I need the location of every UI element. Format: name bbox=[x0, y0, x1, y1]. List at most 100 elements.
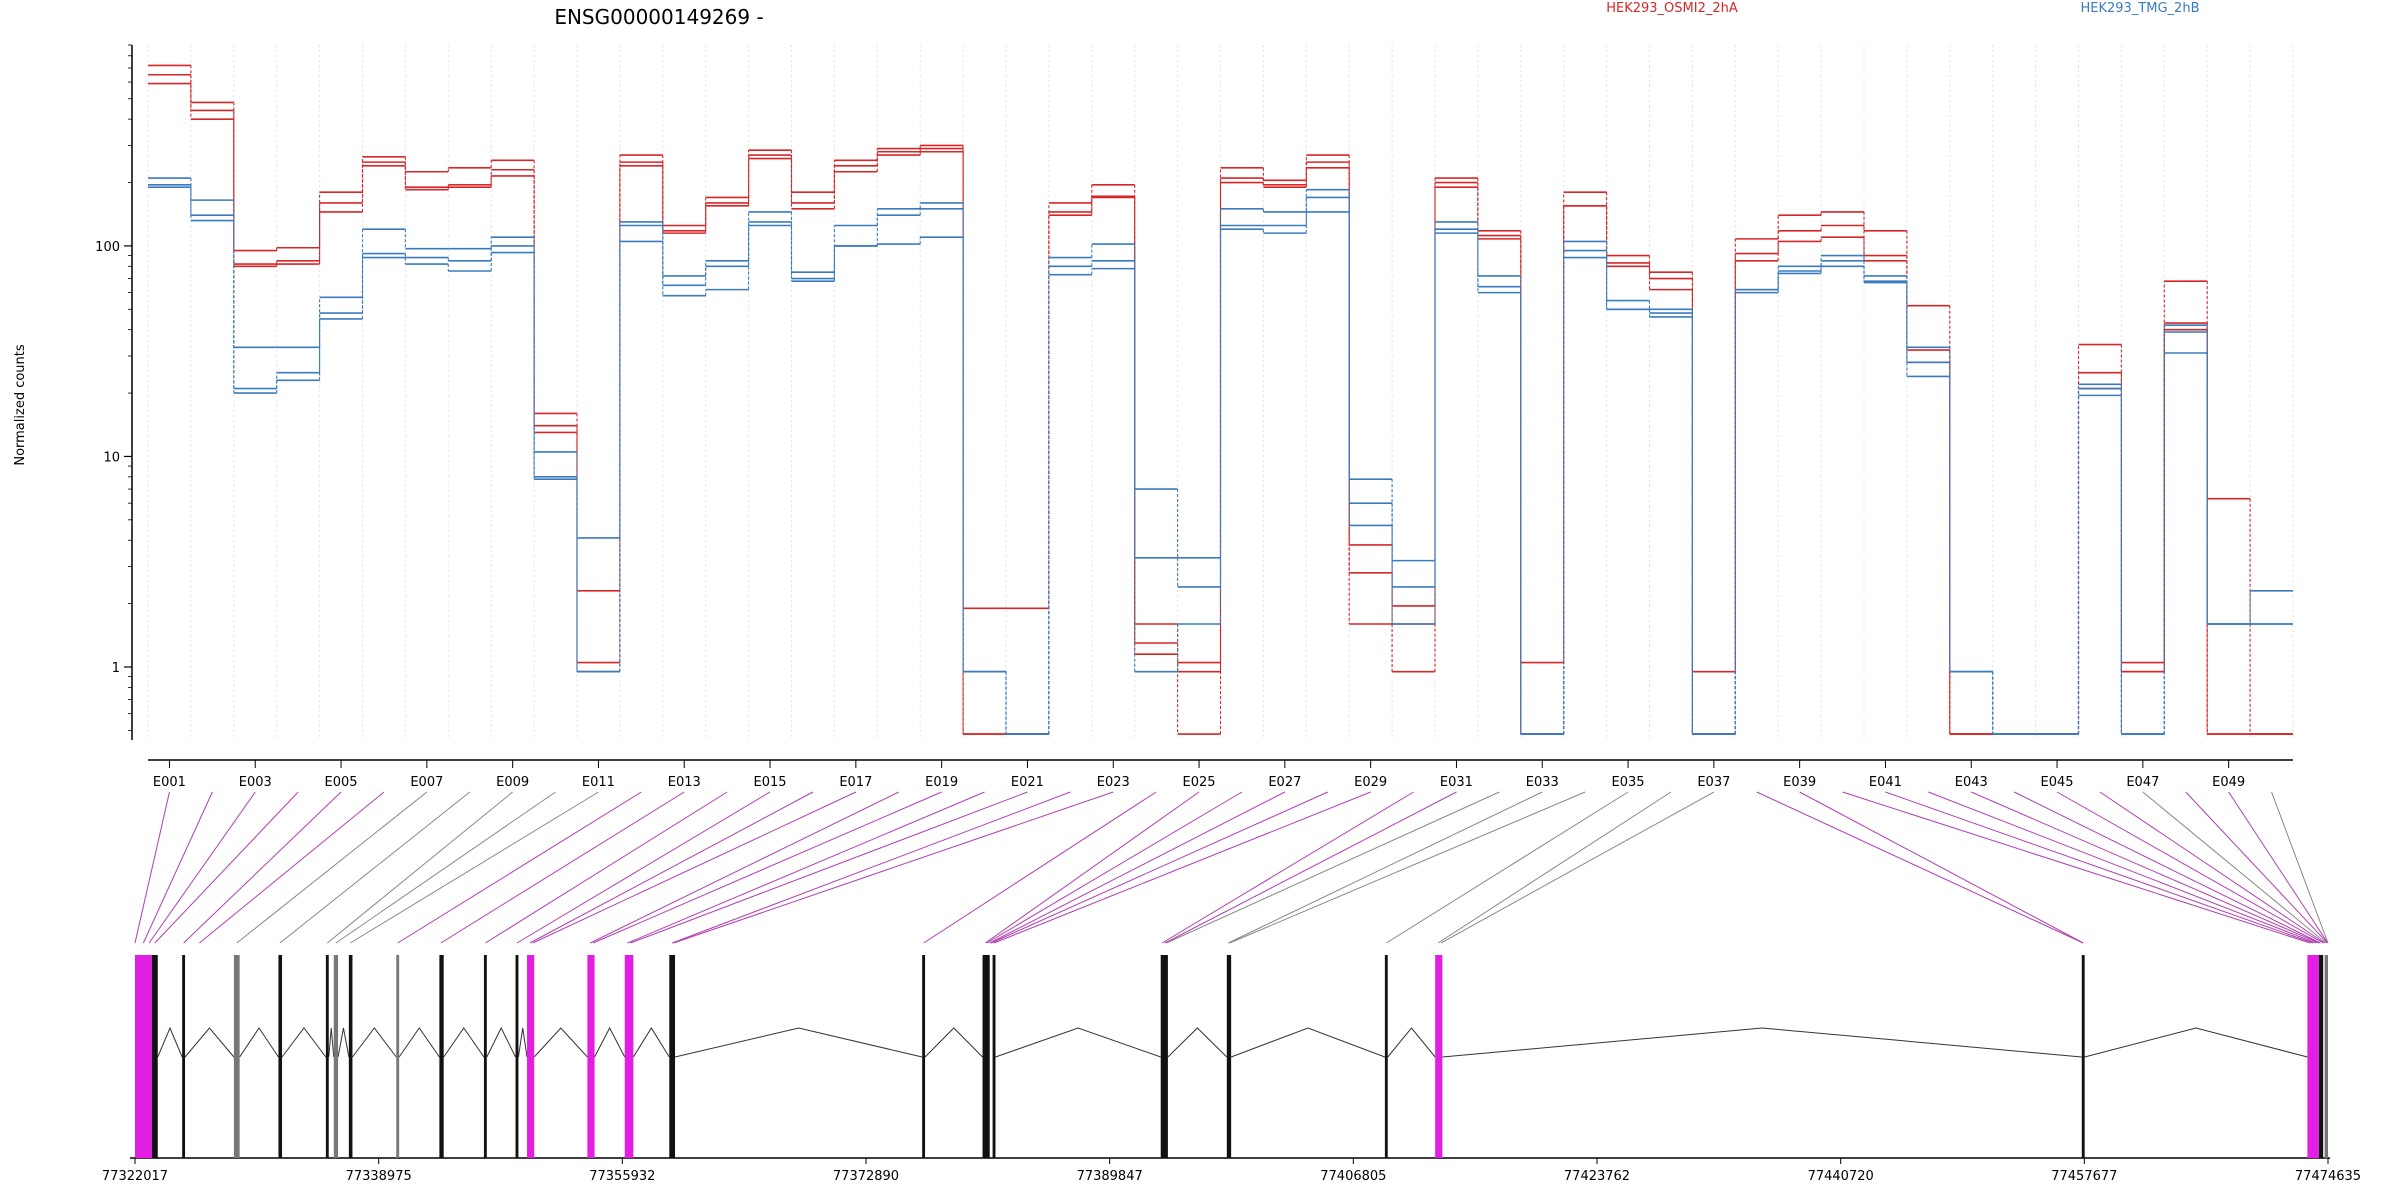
x-tick-label: E019 bbox=[925, 775, 958, 790]
intron-connector bbox=[239, 1027, 279, 1058]
intron-connector bbox=[1387, 1027, 1436, 1058]
x-tick-label: E011 bbox=[582, 775, 615, 790]
chart-title: ENSG00000149269 - bbox=[554, 5, 763, 29]
exon-link bbox=[350, 791, 599, 944]
exon-link bbox=[529, 791, 814, 944]
exon-link bbox=[1971, 791, 2320, 944]
exon-block bbox=[515, 955, 519, 1158]
x-tick-label: E001 bbox=[153, 775, 186, 790]
x-tick-label: E017 bbox=[839, 775, 872, 790]
intron-connector bbox=[924, 1027, 983, 1058]
exon-link bbox=[397, 791, 642, 944]
exon-link bbox=[990, 791, 1328, 944]
x-tick-label: E007 bbox=[410, 775, 443, 790]
intron-connector bbox=[1442, 1027, 2082, 1058]
genome-tick-label: 77372890 bbox=[833, 1169, 899, 1184]
exon-block bbox=[182, 955, 186, 1158]
exon-link bbox=[1928, 791, 2317, 944]
exon-link bbox=[134, 791, 170, 944]
exon-link bbox=[1440, 791, 1715, 944]
x-tick-label: E031 bbox=[1440, 775, 1473, 790]
exon-block bbox=[624, 955, 634, 1158]
exon-block bbox=[527, 955, 535, 1158]
intron-connector bbox=[1230, 1027, 1386, 1058]
x-tick-label: E047 bbox=[2126, 775, 2159, 790]
exon-link bbox=[1437, 791, 1672, 944]
exon-block bbox=[2318, 955, 2324, 1158]
y-tick-label: 10 bbox=[103, 450, 120, 465]
exon-link bbox=[2271, 791, 2329, 944]
exon-link bbox=[590, 791, 899, 944]
exon-link bbox=[2228, 791, 2329, 944]
exon-link bbox=[1756, 791, 2084, 944]
exon-link bbox=[1386, 791, 1629, 944]
exon-link bbox=[1161, 791, 1414, 944]
exon-link bbox=[993, 791, 1371, 944]
x-tick-label: E005 bbox=[325, 775, 358, 790]
exon-block bbox=[1384, 955, 1388, 1158]
x-tick-label: E009 bbox=[496, 775, 529, 790]
x-tick-label: E037 bbox=[1697, 775, 1730, 790]
exon-block bbox=[922, 955, 926, 1158]
intron-connector bbox=[486, 1026, 516, 1058]
intron-connector bbox=[533, 1027, 588, 1058]
exon-link bbox=[1885, 791, 2314, 944]
exon-link bbox=[627, 791, 985, 944]
intron-connector bbox=[674, 1027, 923, 1058]
exon-axis: E001 E003 E005 E007 E009 E011 E013 E015 E017 E019… bbox=[148, 759, 2293, 790]
exon-link bbox=[485, 791, 728, 944]
exon-link bbox=[2142, 791, 2327, 944]
exon-link bbox=[630, 791, 1028, 944]
exon-link bbox=[671, 791, 1071, 944]
exon-block bbox=[439, 955, 444, 1158]
x-tick-label: E025 bbox=[1183, 775, 1216, 790]
intron-connector bbox=[995, 1027, 1161, 1058]
genome-tick-label: 77338975 bbox=[346, 1169, 412, 1184]
exon-block bbox=[135, 955, 152, 1158]
intron-connector bbox=[157, 1026, 183, 1058]
exon-link bbox=[148, 791, 256, 944]
exon-genome-links bbox=[134, 791, 2329, 944]
exon-link bbox=[986, 791, 1243, 944]
genome-tick-label: 77406805 bbox=[1320, 1169, 1386, 1184]
x-tick-label: E039 bbox=[1783, 775, 1816, 790]
exon-block bbox=[333, 955, 339, 1158]
x-tick-label: E049 bbox=[2212, 775, 2245, 790]
x-tick-label: E015 bbox=[754, 775, 787, 790]
exon-block bbox=[669, 955, 676, 1158]
exon-block bbox=[483, 955, 487, 1158]
exon-link bbox=[1228, 791, 1543, 944]
exon-block bbox=[982, 955, 990, 1158]
genome-tick-label: 77322017 bbox=[102, 1169, 168, 1184]
gene-model bbox=[130, 955, 2330, 1159]
exon-block bbox=[1226, 955, 1232, 1158]
x-tick-label: E033 bbox=[1526, 775, 1559, 790]
genome-tick-label: 77457677 bbox=[2051, 1169, 2117, 1184]
exon-block bbox=[348, 955, 353, 1158]
x-tick-label: E013 bbox=[668, 775, 701, 790]
intron-connector bbox=[398, 1027, 440, 1058]
y-axis: 1 10 100 bbox=[95, 44, 133, 740]
genome-coordinate-axis: 77322017 77338975 77355932 77372890 77389847… bbox=[102, 1158, 2361, 1184]
x-tick-label: E029 bbox=[1354, 775, 1387, 790]
exon-block bbox=[278, 955, 283, 1158]
exon-link bbox=[1842, 791, 2311, 944]
exon-block bbox=[325, 955, 329, 1158]
x-tick-label: E035 bbox=[1612, 775, 1645, 790]
intron-connector bbox=[517, 1027, 528, 1058]
exon-link bbox=[279, 791, 471, 944]
exon-link bbox=[592, 791, 942, 944]
exon-link bbox=[335, 791, 556, 944]
exon-block bbox=[151, 955, 158, 1158]
exon-link bbox=[440, 791, 685, 944]
x-tick-label: E023 bbox=[1097, 775, 1130, 790]
y-tick-label: 1 bbox=[112, 661, 120, 676]
y-tick-label: 100 bbox=[95, 240, 120, 255]
legend-entry-osmi2: HEK293_OSMI2_2hA bbox=[1606, 1, 1738, 16]
x-tick-label: E043 bbox=[1955, 775, 1988, 790]
exon-link bbox=[154, 791, 299, 944]
genome-tick-label: 77474635 bbox=[2295, 1169, 2361, 1184]
exon-link bbox=[516, 791, 771, 944]
x-tick-label: E003 bbox=[239, 775, 272, 790]
